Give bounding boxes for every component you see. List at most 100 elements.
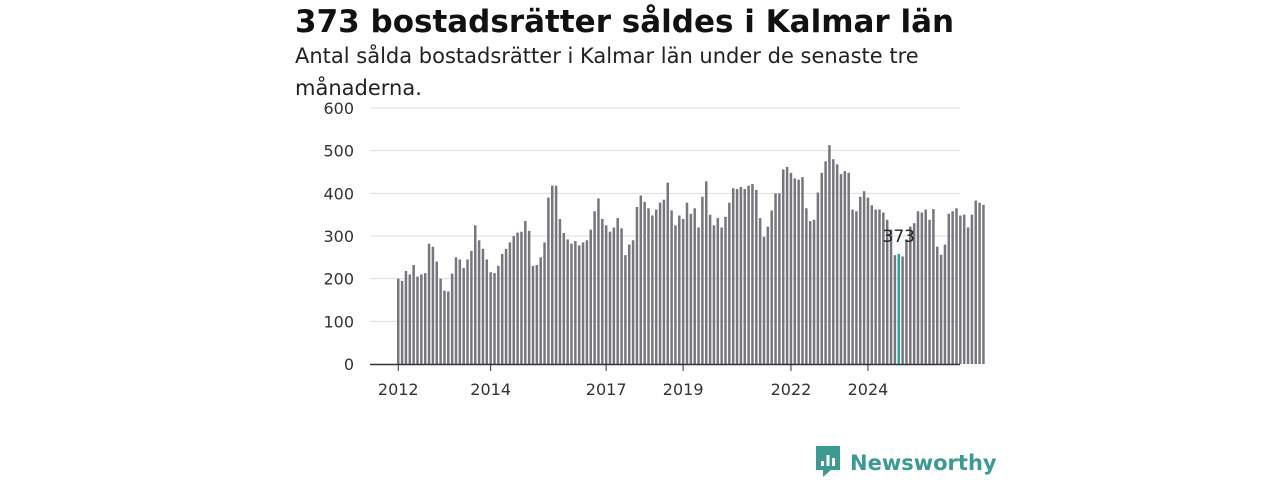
- bar: [581, 242, 585, 364]
- bar: [585, 240, 589, 364]
- bar: [512, 236, 515, 364]
- bar: [843, 171, 847, 364]
- y-axis-labels: 0 100 200 300 400 500 600: [323, 99, 354, 374]
- bar: [593, 211, 596, 364]
- newsworthy-brand[interactable]: Newsworthy: [814, 446, 997, 480]
- bar: [508, 242, 512, 364]
- bar: [427, 243, 431, 364]
- x-tick-label: 2017: [586, 380, 627, 399]
- bar: [743, 189, 746, 364]
- bar: [674, 225, 677, 364]
- bar: [400, 280, 404, 364]
- bar: [412, 265, 415, 364]
- bar: [543, 242, 546, 364]
- bar: [651, 215, 654, 364]
- bar: [635, 206, 639, 364]
- bar: [516, 232, 519, 364]
- bar: [885, 219, 889, 364]
- bar: [851, 209, 854, 364]
- bar: [762, 236, 766, 364]
- bar: [485, 259, 489, 364]
- bar: [782, 169, 785, 364]
- chart-subtitle: Antal sålda bostadsrätter i Kalmar län u…: [295, 44, 919, 100]
- bar: [693, 208, 696, 364]
- bar: [439, 278, 442, 364]
- bar: [574, 241, 577, 364]
- bar: [808, 221, 812, 364]
- bar: [959, 215, 962, 364]
- bar: [662, 199, 666, 364]
- bar: [747, 185, 750, 364]
- bar: [589, 229, 592, 364]
- bar: [416, 276, 419, 364]
- bar: [447, 291, 450, 364]
- bar: [770, 210, 773, 364]
- bar: [889, 229, 893, 364]
- x-tick-label: 2022: [771, 380, 812, 399]
- bar: [778, 193, 781, 364]
- bar: [604, 225, 608, 364]
- bar: [797, 179, 800, 364]
- bar: [774, 193, 777, 364]
- bar: [751, 183, 754, 364]
- bar: [920, 212, 924, 364]
- bar: [431, 246, 435, 364]
- bar: [631, 240, 635, 364]
- bar: [408, 274, 412, 364]
- bar: [936, 246, 939, 364]
- bar: [477, 240, 481, 364]
- y-tick-label: 200: [323, 270, 354, 289]
- bar: [805, 208, 808, 364]
- bar: [785, 166, 789, 364]
- bar: [820, 172, 823, 364]
- bar: [397, 278, 400, 364]
- bar: [862, 191, 866, 364]
- bar: [982, 204, 985, 364]
- bar: [670, 210, 673, 364]
- bar: [524, 221, 527, 364]
- bar: [620, 228, 623, 364]
- bar: [928, 219, 931, 364]
- bar: [554, 185, 558, 364]
- bar: [497, 265, 500, 364]
- bar: [720, 227, 723, 364]
- bar: [551, 185, 554, 364]
- y-tick-label: 400: [323, 184, 354, 203]
- bar: [628, 244, 631, 364]
- bar: [643, 201, 646, 364]
- bar: [970, 214, 974, 364]
- bar: [943, 244, 947, 364]
- bar: [489, 272, 492, 364]
- bar: [547, 197, 550, 364]
- bar: [404, 270, 408, 364]
- bar: [697, 227, 700, 364]
- bar: [462, 268, 465, 364]
- bar: [955, 208, 958, 364]
- bar: [608, 231, 612, 364]
- newsworthy-logo-icon: [814, 444, 842, 482]
- chart-title: 373 bostadsrätter såldes i Kalmar län: [295, 4, 955, 40]
- bar: [577, 245, 581, 364]
- bar: [974, 200, 977, 364]
- bar: [666, 182, 669, 364]
- bar: [855, 211, 858, 364]
- bar: [812, 219, 816, 364]
- bar: [612, 227, 616, 364]
- bar: [616, 218, 619, 364]
- bar: [839, 174, 843, 364]
- bar: [420, 274, 423, 364]
- bar: [793, 178, 797, 364]
- bar: [493, 273, 496, 364]
- bar: [658, 202, 662, 364]
- bar: [678, 215, 681, 364]
- bar: [916, 211, 920, 364]
- bar: [570, 243, 573, 364]
- bar: [847, 172, 850, 364]
- bar: [947, 213, 951, 364]
- bar: [835, 164, 839, 364]
- bar: [789, 172, 793, 364]
- bar: [500, 253, 504, 364]
- bar: [435, 261, 438, 364]
- bar: [562, 233, 566, 364]
